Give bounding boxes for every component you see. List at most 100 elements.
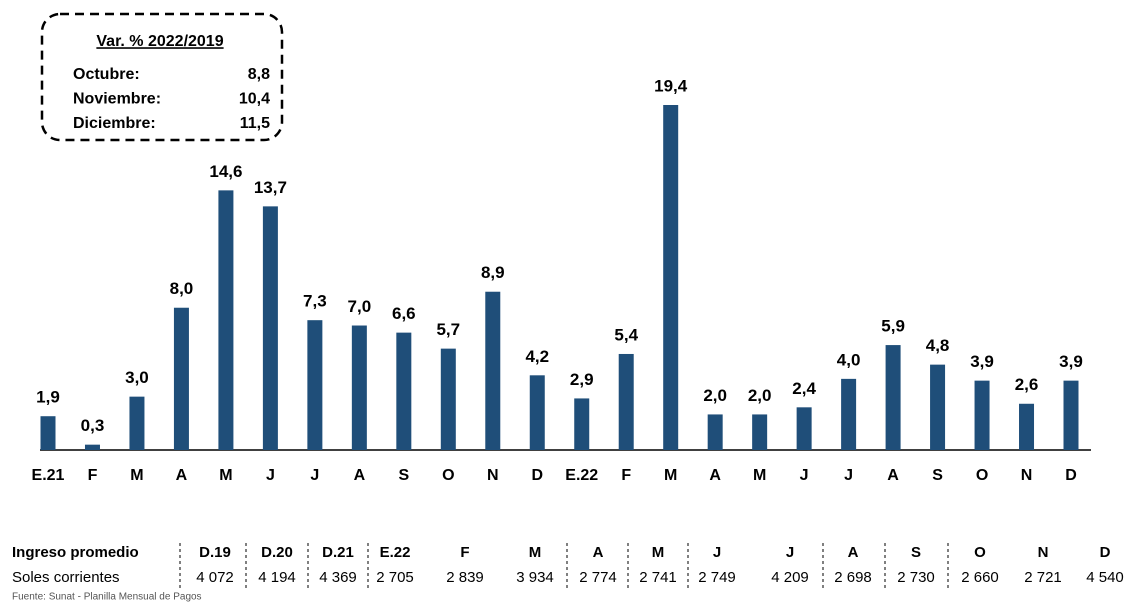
annotation-value: 8,8 <box>248 66 270 83</box>
x-tick-label: A <box>354 467 366 484</box>
bar <box>974 380 990 450</box>
bar <box>930 364 946 450</box>
table-cell: S <box>911 544 921 561</box>
bar <box>1019 403 1035 450</box>
table-cell: D.21 <box>322 544 354 561</box>
table-cell: 4 540 <box>1086 569 1124 586</box>
value-label: 8,9 <box>481 263 505 282</box>
value-label: 13,7 <box>254 178 287 197</box>
annotation-box <box>40 12 284 142</box>
value-label: 4,0 <box>837 350 861 369</box>
annotation-label: Diciembre: <box>73 115 156 132</box>
value-label: 3,0 <box>125 368 149 387</box>
x-tick-label: E.22 <box>565 467 598 484</box>
bar <box>40 416 56 450</box>
value-label: 7,3 <box>303 292 327 311</box>
bar <box>841 378 857 450</box>
value-label: 2,9 <box>570 370 594 389</box>
annotation-value: 11,5 <box>240 115 270 132</box>
value-label: 8,0 <box>170 279 194 298</box>
value-label: 1,9 <box>36 388 60 407</box>
annotation-title: Var. % 2022/2019 <box>96 33 223 50</box>
bar <box>129 396 145 450</box>
table-cell: M <box>652 544 665 561</box>
bar <box>663 105 679 450</box>
bar <box>485 291 501 450</box>
bar <box>84 444 100 450</box>
bar <box>752 414 768 450</box>
table-cell: 4 194 <box>258 569 296 586</box>
x-tick-label: D <box>1065 467 1077 484</box>
x-tick-label: J <box>800 467 809 484</box>
x-tick-label: M <box>130 467 143 484</box>
bar <box>1063 380 1079 450</box>
table-cell: 2 698 <box>834 569 872 586</box>
x-tick-label: S <box>932 467 943 484</box>
x-tick-label: A <box>176 467 188 484</box>
table-cell: 3 934 <box>516 569 554 586</box>
table-cell: 2 660 <box>961 569 999 586</box>
table-cell: J <box>713 544 721 561</box>
bar <box>307 320 323 450</box>
table-row-label: Ingreso promedio <box>12 544 139 561</box>
x-tick-label: O <box>442 467 454 484</box>
bar <box>440 348 456 450</box>
value-label: 14,6 <box>209 162 242 181</box>
bar <box>396 332 412 450</box>
bar <box>173 307 189 450</box>
x-tick-label: A <box>709 467 721 484</box>
x-tick-label: J <box>844 467 853 484</box>
x-tick-label: N <box>487 467 499 484</box>
table-row-label: Soles corrientes <box>12 569 120 586</box>
value-label: 2,6 <box>1015 375 1039 394</box>
table-cell: A <box>593 544 604 561</box>
x-tick-label: F <box>621 467 631 484</box>
table-cell: 4 209 <box>771 569 809 586</box>
bar <box>262 206 278 450</box>
value-label: 3,9 <box>970 352 994 371</box>
x-tick-label: J <box>266 467 275 484</box>
bar <box>796 407 812 450</box>
x-tick-label: E.21 <box>32 467 65 484</box>
bar <box>574 398 590 450</box>
value-label: 2,0 <box>703 386 727 405</box>
table-cell: N <box>1038 544 1049 561</box>
annotation-label: Octubre: <box>73 66 140 83</box>
table-cell: O <box>974 544 986 561</box>
x-tick-label: N <box>1021 467 1033 484</box>
x-tick-label: M <box>664 467 677 484</box>
table-cell: 2 705 <box>376 569 414 586</box>
x-tick-label: M <box>219 467 232 484</box>
table-cell: E.22 <box>380 544 411 561</box>
value-label: 2,4 <box>792 379 816 398</box>
x-tick-label: M <box>753 467 766 484</box>
value-label: 5,7 <box>436 320 460 339</box>
value-label: 5,9 <box>881 317 905 336</box>
value-label: 6,6 <box>392 304 416 323</box>
table-cell: A <box>848 544 859 561</box>
table-cell: J <box>786 544 794 561</box>
bar <box>351 325 367 450</box>
x-tick-label: S <box>398 467 409 484</box>
source: Fuente: Sunat - Planilla Mensual de Pago… <box>12 592 202 603</box>
table-cell: 2 839 <box>446 569 484 586</box>
bar <box>618 353 634 450</box>
table-cell: M <box>529 544 542 561</box>
value-label: 4,2 <box>525 347 549 366</box>
table-cell: 4 369 <box>319 569 357 586</box>
table-cell: 2 741 <box>639 569 677 586</box>
value-label: 19,4 <box>654 76 688 95</box>
table-cell: 2 721 <box>1024 569 1062 586</box>
value-label: 4,8 <box>926 336 950 355</box>
value-label: 7,0 <box>348 297 372 316</box>
x-tick-label: O <box>976 467 988 484</box>
value-label: 3,9 <box>1059 352 1083 371</box>
x-tick-label: A <box>887 467 899 484</box>
annotation-value: 10,4 <box>239 91 270 108</box>
bar <box>529 375 545 450</box>
table-cell: 2 730 <box>897 569 935 586</box>
value-label: 5,4 <box>614 325 638 344</box>
annotation-label: Noviembre: <box>73 91 161 108</box>
table-cell: F <box>460 544 469 561</box>
